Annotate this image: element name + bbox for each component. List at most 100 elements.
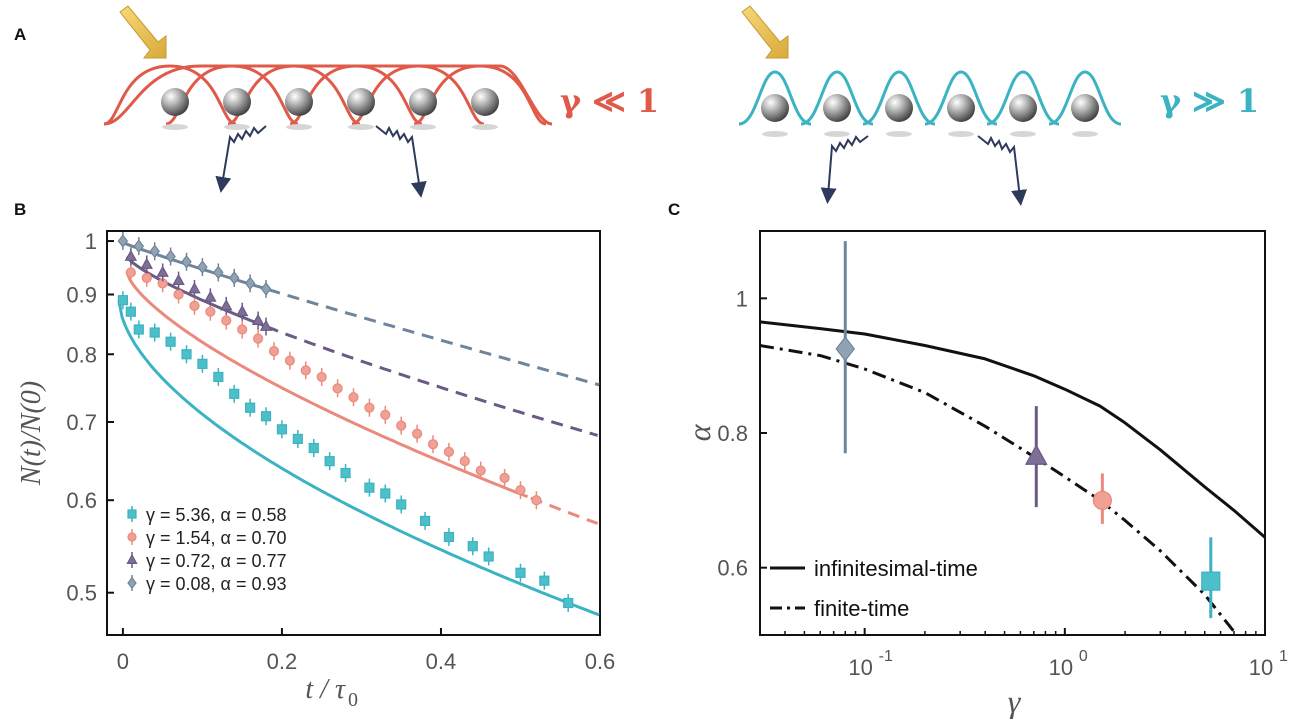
legend-c: infinitesimal-time finite-time [770, 556, 978, 621]
data-point [165, 249, 176, 264]
data-point [165, 336, 176, 347]
data-point [396, 420, 407, 431]
atom-shadow [472, 124, 498, 130]
data-point [515, 567, 526, 578]
fit-curve [125, 271, 529, 499]
data-point [499, 472, 510, 483]
legend-marker [127, 509, 137, 519]
atom [285, 88, 313, 116]
y-tick-label: 0.7 [66, 410, 97, 435]
y-tick-label: 0.8 [717, 421, 748, 446]
x-tick-label: 10 [1049, 655, 1073, 680]
emitted-photon-right-1 [820, 135, 869, 204]
data-point [539, 575, 550, 586]
schematic-panel-a: γ ≪ 1 γ ≫ 1 [103, 5, 1259, 206]
wavefunction-narrow [862, 70, 936, 126]
fit-curve-extrapolated [530, 496, 599, 525]
data-point [419, 515, 431, 527]
atom [409, 88, 437, 116]
data-point [188, 282, 201, 294]
y-axis-label-c: α [681, 423, 717, 441]
x-tick-exponent: 1 [1279, 648, 1288, 665]
y-tick-label: 0.5 [66, 581, 97, 606]
atom-shadow [948, 131, 974, 137]
data-point [364, 482, 375, 493]
wavefunction-envelope [103, 64, 553, 126]
x-axis-label-c: γ [1008, 683, 1022, 719]
wavefunction-narrow [738, 70, 812, 126]
data-point [380, 409, 391, 420]
wavefunction-narrow [1048, 70, 1122, 126]
emitted-photon-left-2 [375, 125, 427, 198]
x-tick-label: 10 [1249, 655, 1273, 680]
y-tick-label: 1 [85, 229, 97, 254]
curve-finite-time [759, 344, 1236, 633]
data-point [412, 428, 423, 439]
data-point [284, 355, 295, 366]
data-point [172, 273, 185, 286]
x-tick-label: 0.4 [426, 649, 457, 674]
theory-curves-c [759, 320, 1266, 633]
data-point [443, 531, 455, 543]
atom-shadow [824, 131, 850, 137]
data-point [251, 313, 265, 325]
data-point [459, 456, 470, 467]
data-point [228, 271, 240, 285]
data-point [213, 371, 224, 383]
atom [823, 94, 851, 122]
data-point [467, 541, 478, 552]
wavefunction-broad [103, 64, 237, 126]
y-tick-label: 0.8 [66, 342, 97, 367]
axis-ticks-b: 0 0.2 0.4 0.6 1 0.9 0.8 0.7 0.6 0.5 [66, 229, 615, 674]
data-point [563, 597, 574, 609]
data-point [260, 411, 272, 422]
data-point [220, 299, 233, 311]
data-point [213, 265, 224, 280]
data-point [125, 306, 136, 317]
x-tick-exponent: 0 [1079, 648, 1088, 665]
regime-label-weak: γ ≪ 1 [560, 82, 659, 120]
panel-letter-b: B [14, 200, 26, 219]
data-point [124, 249, 138, 261]
data-point [204, 290, 217, 302]
atom-shadow [162, 124, 188, 130]
x-tick-label: 0 [117, 649, 129, 674]
incoming-light-arrow-left [119, 5, 167, 59]
data-point [1201, 571, 1221, 591]
atom-shadow [1010, 131, 1036, 137]
emitted-photon-right-2 [977, 135, 1028, 206]
atom-shadow [286, 124, 312, 130]
atom [347, 88, 375, 116]
x-tick-label: 0.6 [585, 649, 616, 674]
regime-label-strong: γ ≫ 1 [1160, 82, 1259, 120]
atom [1009, 94, 1037, 122]
data-point [348, 392, 359, 403]
data-point [252, 333, 264, 344]
atom-shadow [348, 124, 374, 130]
legend-label: γ = 5.36, α = 0.58 [146, 505, 287, 525]
data-point [1024, 444, 1048, 465]
data-point [531, 495, 542, 506]
data-point [133, 324, 144, 335]
panel-letter-a: A [14, 25, 26, 44]
data-point [149, 244, 160, 259]
data-point [259, 319, 273, 331]
legend-b: γ = 5.36, α = 0.58 γ = 1.54, α = 0.70 γ = … [126, 505, 287, 594]
data-point [316, 371, 327, 383]
atom [1071, 94, 1099, 122]
data-point [380, 488, 391, 499]
fit-curve-extrapolated [266, 325, 599, 437]
legend-label: γ = 1.54, α = 0.70 [146, 528, 287, 548]
data-point [117, 295, 129, 306]
legend-label: finite-time [814, 596, 909, 621]
incoming-light-arrow-right [741, 5, 789, 59]
data-point [332, 383, 343, 394]
data-point [189, 300, 200, 311]
data-point [300, 365, 311, 376]
data-point [427, 439, 439, 450]
wavefunction-narrow [986, 70, 1060, 126]
data-points-b [117, 232, 574, 612]
data-point [260, 282, 272, 296]
x-axis-label-b-subscript: 0 [348, 689, 358, 711]
